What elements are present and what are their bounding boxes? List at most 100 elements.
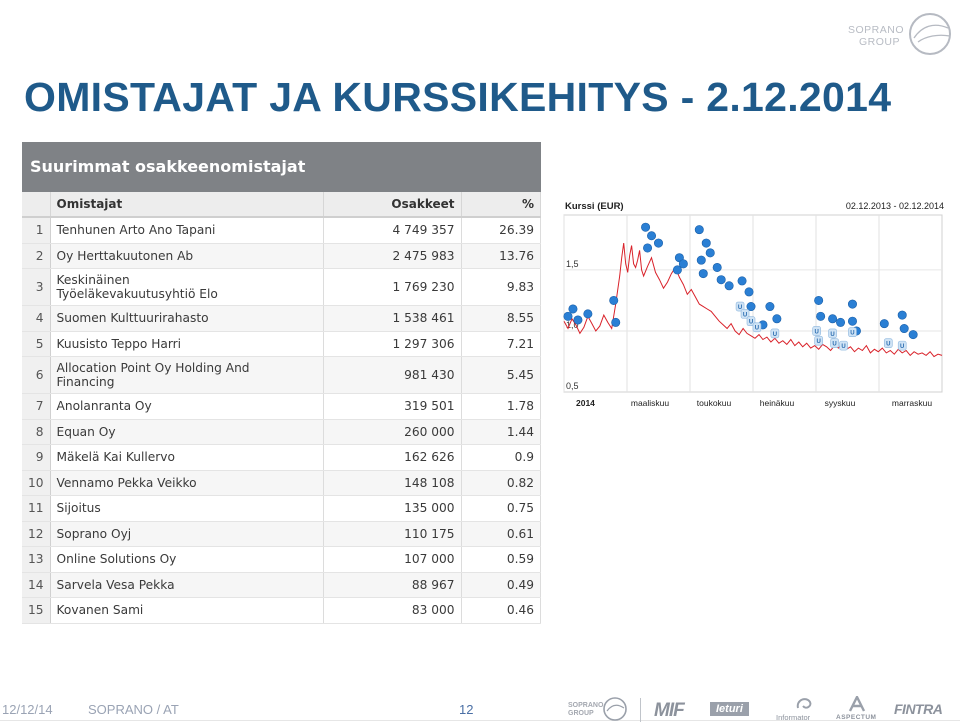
info-event-marker[interactable] — [772, 314, 782, 324]
info-event-marker[interactable] — [705, 248, 715, 258]
brand-line-1: SOPRANO — [848, 24, 905, 36]
logo-fintra: FINTRA — [894, 701, 943, 717]
marker-label: U — [832, 342, 836, 348]
share-percent: 0.9 — [461, 444, 542, 471]
update-event-marker[interactable]: U — [830, 338, 839, 348]
table-row: 15 Kovanen Sami 83 000 0.46 — [22, 597, 542, 624]
soprano-signature-icon — [909, 13, 951, 55]
logo-ieturi: Ieturi — [710, 702, 749, 716]
info-event-marker[interactable] — [724, 281, 734, 291]
info-event-marker[interactable] — [641, 222, 651, 232]
logo-separator — [640, 698, 641, 722]
row-index: 11 — [22, 495, 51, 522]
marker-dot — [836, 317, 846, 327]
info-event-marker[interactable] — [672, 265, 682, 275]
info-event-marker[interactable] — [583, 309, 593, 319]
info-event-marker[interactable] — [609, 295, 619, 305]
info-event-marker[interactable] — [814, 295, 824, 305]
info-event-marker[interactable] — [897, 310, 907, 320]
info-event-marker[interactable] — [568, 304, 578, 314]
marker-dot — [772, 314, 782, 324]
x-axis-month-label: maaliskuu — [631, 398, 670, 408]
info-event-marker[interactable] — [712, 262, 722, 272]
info-event-marker[interactable] — [696, 255, 706, 265]
share-count: 148 108 — [323, 470, 462, 496]
info-event-marker[interactable] — [694, 225, 704, 235]
update-event-marker[interactable]: U — [814, 335, 823, 346]
update-event-marker[interactable]: U — [735, 301, 745, 312]
share-count: 981 430 — [323, 356, 462, 394]
update-event-marker[interactable]: U — [828, 328, 837, 339]
owner-name-cell: Allocation Point Oy Holding And Financing — [50, 356, 324, 394]
update-event-marker[interactable]: U — [812, 326, 821, 336]
update-event-marker[interactable]: U — [752, 322, 762, 333]
info-event-marker[interactable] — [828, 314, 838, 324]
update-event-marker[interactable]: U — [770, 328, 780, 339]
share-count: 4 749 357 — [323, 217, 462, 244]
marker-dot — [701, 238, 711, 248]
table-row: 10 Vennamo Pekka Veikko 148 108 0.82 — [22, 470, 542, 496]
share-count: 1 538 461 — [323, 305, 462, 332]
share-count: 162 626 — [323, 444, 462, 471]
share-count: 1 297 306 — [323, 331, 462, 357]
y-tick-label: 1,0 — [566, 320, 579, 330]
update-event-marker[interactable]: U — [839, 340, 848, 351]
owner-name: Soprano Oyj — [56, 526, 132, 541]
marker-box — [735, 301, 745, 312]
brand-name: SOPRANO GROUP — [848, 24, 905, 48]
share-count: 135 000 — [323, 495, 462, 522]
info-event-marker[interactable] — [746, 302, 756, 312]
info-event-marker[interactable] — [879, 319, 889, 329]
row-index: 1 — [22, 217, 51, 244]
soprano-seal-icon — [603, 697, 627, 721]
marker-dot — [724, 281, 734, 291]
share-count: 83 000 — [323, 597, 462, 624]
update-event-marker[interactable]: U — [848, 327, 857, 337]
marker-dot — [705, 248, 715, 258]
info-event-marker[interactable] — [737, 276, 747, 286]
info-event-marker[interactable] — [647, 231, 657, 241]
marker-dot — [641, 222, 651, 232]
marker-box — [740, 309, 750, 319]
owner-name: Kovanen Sami — [56, 603, 144, 618]
info-event-marker[interactable] — [698, 269, 708, 279]
marker-label: U — [743, 312, 747, 318]
info-event-marker[interactable] — [716, 275, 726, 285]
info-event-marker[interactable] — [908, 330, 918, 340]
owner-name: Suomen Kulttuurirahasto — [56, 311, 209, 326]
marker-dot — [908, 330, 918, 340]
table-row: 2 Oy Herttakuutonen Ab 2 475 983 13.76 — [22, 243, 542, 269]
info-event-marker[interactable] — [836, 317, 846, 327]
info-event-marker[interactable] — [678, 259, 688, 269]
info-event-marker[interactable] — [563, 311, 573, 321]
update-event-marker[interactable]: U — [897, 340, 907, 351]
share-count: 1 769 230 — [323, 268, 462, 306]
info-event-marker[interactable] — [573, 315, 583, 325]
info-event-marker[interactable] — [847, 299, 857, 309]
info-event-marker[interactable] — [654, 238, 664, 248]
row-index: 4 — [22, 305, 51, 332]
marker-dot — [698, 269, 708, 279]
chart-y-ticks: 1,5 1,0 0,5 — [566, 259, 579, 391]
info-event-marker[interactable] — [744, 287, 754, 297]
update-event-marker[interactable]: U — [883, 338, 893, 348]
brand-line-2: GROUP — [858, 36, 900, 48]
owner-name-cell: Soprano Oyj — [50, 521, 324, 547]
share-count: 107 000 — [323, 546, 462, 573]
info-event-marker[interactable] — [611, 317, 621, 327]
share-percent: 13.76 — [461, 243, 542, 269]
info-event-marker[interactable] — [701, 238, 711, 248]
info-event-marker[interactable] — [847, 316, 857, 326]
row-index: 15 — [22, 597, 51, 624]
column-header-owners: Omistajat — [50, 192, 324, 218]
row-index: 9 — [22, 444, 51, 471]
table-row: 3 Keskinäinen Työeläkevakuutusyhtiö Elo 1 7… — [22, 268, 542, 306]
info-event-marker[interactable] — [765, 302, 775, 312]
info-event-marker[interactable] — [816, 311, 826, 321]
marker-dot — [746, 302, 756, 312]
info-event-marker[interactable] — [899, 324, 909, 334]
update-event-marker[interactable]: U — [740, 309, 750, 319]
owner-name: Equan Oy — [56, 424, 116, 439]
owner-name-line-2: Työeläkevakuutusyhtiö Elo — [56, 287, 218, 301]
info-event-marker[interactable] — [643, 243, 653, 253]
